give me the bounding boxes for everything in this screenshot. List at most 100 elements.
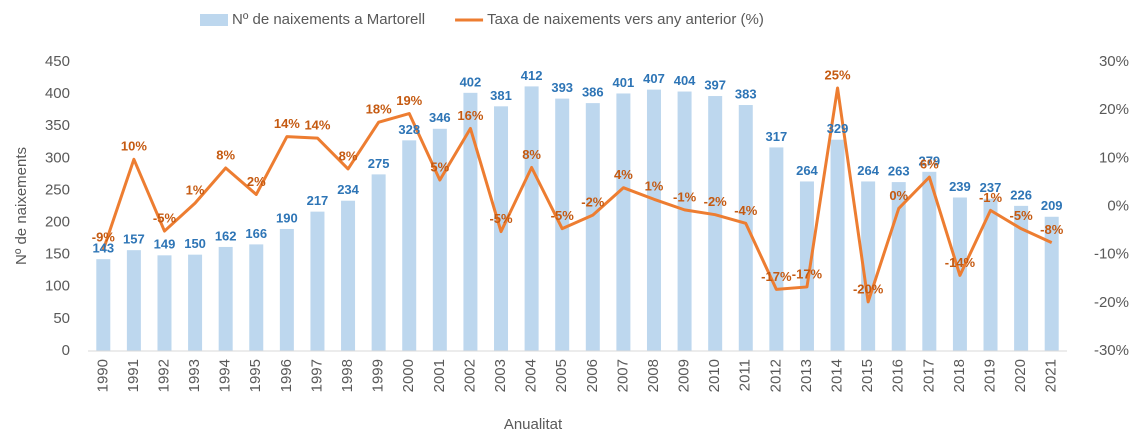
y-axis-title: Nº de naixements [13,147,30,265]
x-tick-label: 2015 [859,359,876,392]
legend-label: Taxa de naixements vers any anterior (%) [487,11,764,28]
bar [891,182,906,351]
y-tick-label: 150 [45,246,70,263]
y2-tick-label: 30% [1099,53,1129,70]
line-label: 14% [304,118,330,133]
line-label: 8% [216,147,235,162]
bar-label: 328 [398,122,420,137]
x-tick-label: 2003 [492,359,509,392]
bar [616,93,631,352]
line-label: -1% [979,190,1003,205]
bar [646,89,661,352]
y-tick-label: 400 [45,85,70,102]
x-tick-label: 1990 [94,359,111,392]
y-tick-label: 0 [62,342,70,359]
y-tick-label: 250 [45,181,70,198]
bar [769,147,784,351]
bar-label: 402 [460,74,482,89]
bar-label: 190 [276,210,298,225]
line-label: 8% [339,148,358,163]
bar-label: 397 [704,77,726,92]
line-label: 4% [614,167,633,182]
line-label: -5% [551,208,575,223]
x-tick-label: 2017 [920,359,937,392]
x-tick-label: 2020 [1012,359,1029,392]
x-tick-label: 1996 [278,359,295,392]
x-tick-label: 1994 [217,359,234,392]
x-tick-label: 2005 [553,359,570,392]
x-tick-label: 2016 [890,359,907,392]
bar [922,171,937,351]
line-label: 25% [825,67,851,82]
line-label: 2% [247,174,266,189]
bar [677,91,692,351]
x-tick-label: 2004 [523,359,540,392]
line-label: -14% [945,255,976,270]
line-label: 16% [457,108,483,123]
bar-label: 263 [888,164,910,179]
bar-label: 150 [184,236,206,251]
y2-tick-label: 0% [1107,197,1129,214]
bar [1044,216,1059,351]
x-tick-label: 2008 [645,359,662,392]
x-tick-label: 2001 [431,359,448,392]
bar [96,259,111,351]
y-tick-label: 350 [45,117,70,134]
bar-label: 381 [490,88,512,103]
bar [402,140,417,351]
x-tick-label: 1995 [247,359,264,392]
line-label: 6% [920,157,939,172]
bar-label: 157 [123,232,145,247]
bar [524,86,539,351]
bar-label: 393 [551,80,573,95]
line-label: 8% [522,147,541,162]
line-label: 14% [274,116,300,131]
x-tick-label: 2007 [614,359,631,392]
bar-label: 329 [827,121,849,136]
line-label: -20% [853,281,884,296]
bar [463,92,478,352]
line-label: -2% [581,195,605,210]
bar [310,211,325,351]
x-axis-title: Anualitat [504,416,563,433]
x-tick-label: 1997 [308,359,325,392]
bar-label: 279 [918,153,940,168]
bar-label: 404 [674,73,696,88]
x-tick-label: 1991 [125,359,142,392]
bar [585,103,600,351]
bar [279,228,294,351]
bar-label: 217 [307,193,329,208]
bar [432,128,447,351]
line-label: 10% [121,139,147,154]
x-tick-label: 2010 [706,359,723,392]
y2-tick-label: -30% [1094,342,1129,359]
bar-label: 407 [643,71,665,86]
x-tick-label: 2018 [951,359,968,392]
line-label: -17% [761,269,792,284]
bar-label: 346 [429,110,451,125]
y2-tick-label: -20% [1094,294,1129,311]
bar-label: 264 [796,163,818,178]
bar [218,246,233,351]
bar [1014,205,1029,351]
bar-label: 275 [368,156,390,171]
line-label: 1% [186,183,205,198]
y-tick-label: 50 [53,310,70,327]
bar-label: 386 [582,85,604,100]
x-tick-label: 1992 [155,359,172,392]
bar-label: 237 [980,180,1002,195]
bar [188,254,203,351]
bar [861,181,876,351]
bar [371,174,386,351]
bar [249,244,264,351]
x-tick-label: 2011 [737,359,754,391]
bar-label: 317 [766,129,788,144]
y-tick-label: 300 [45,149,70,166]
bar [157,255,172,351]
bar [126,250,141,351]
bar [983,198,998,351]
bar-label: 383 [735,86,757,101]
bar-label: 401 [613,75,635,90]
line-label: 1% [645,179,664,194]
